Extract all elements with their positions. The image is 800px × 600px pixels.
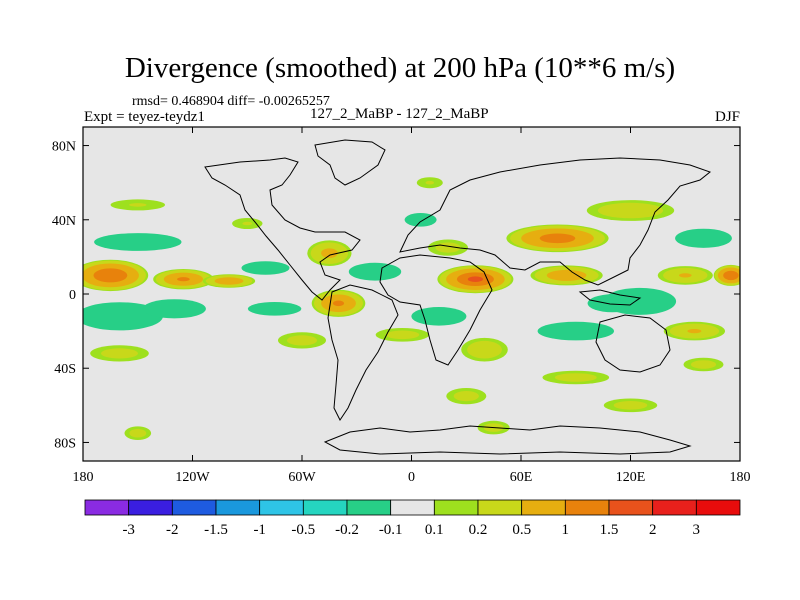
y-tick-label: 40S — [54, 362, 76, 377]
colorbar-swatch — [128, 499, 173, 516]
x-tick-label: 180 — [73, 470, 94, 485]
south-america-outline — [327, 284, 399, 421]
divergence-field — [83, 177, 740, 441]
colorbar-swatch — [302, 499, 348, 516]
colorbar-swatch — [346, 499, 392, 516]
experiment-label: Expt = teyez-teydz1 — [84, 109, 205, 125]
contour-band-14 — [348, 262, 402, 281]
contour-band-12 — [321, 248, 338, 258]
colorbar-level-label: -1 — [253, 522, 266, 538]
colorbar-level-label: -3 — [122, 522, 135, 538]
australia-outline — [595, 314, 671, 373]
contour-band-21 — [467, 340, 502, 359]
contour-band-23 — [597, 202, 664, 219]
north-america-outline — [204, 157, 361, 301]
colorbar-level-label: -2 — [166, 522, 179, 538]
colorbar: -3 -2 -1.5 -1 -0.5 -0.2 -0.1 0.1 0.2 0.5 1 1.5 2 3 — [84, 499, 741, 538]
y-axis: 80N 40N 0 40S 80S — [52, 140, 740, 451]
contour-band-8 — [101, 348, 138, 359]
x-axis: 180 120W 60W 0 60E 120E 180 — [73, 127, 751, 485]
africa-outline — [379, 254, 493, 366]
contour-band-20 — [411, 307, 467, 326]
continent-outlines — [204, 139, 712, 455]
contour-band-24 — [546, 269, 587, 281]
contour-band-11 — [242, 221, 253, 226]
contour-band-10 — [247, 302, 302, 316]
y-tick-label: 0 — [69, 288, 76, 303]
colorbar-level-label: -0.2 — [335, 522, 359, 538]
contour-band-5 — [142, 299, 206, 319]
contour-band-29 — [675, 228, 732, 248]
colorbar-swatch — [215, 499, 261, 516]
colorbar-level-label: 1 — [562, 522, 570, 538]
contour-band-2 — [214, 277, 244, 285]
indonesia-outline — [578, 289, 642, 306]
contour-band-6 — [94, 233, 182, 251]
colorbar-swatch — [695, 499, 741, 516]
contour-band-3 — [723, 270, 739, 281]
colorbar-level-label: 0.1 — [425, 522, 444, 538]
eurasia-outline — [399, 157, 712, 286]
x-tick-label: 120E — [616, 470, 646, 485]
contour-band-9 — [241, 261, 290, 275]
contour-band-33 — [613, 401, 648, 410]
colorbar-level-label: -0.5 — [291, 522, 315, 538]
contour-band-13 — [332, 300, 345, 307]
colorbar-level-label: -0.1 — [379, 522, 403, 538]
contour-band-27 — [537, 321, 614, 341]
contour-band-26 — [603, 287, 677, 315]
colorbar-swatch — [564, 499, 610, 516]
contour-band-15 — [286, 335, 318, 346]
colorbar-swatch — [433, 499, 479, 516]
greenland-outline — [314, 139, 386, 186]
colorbar-level-label: -1.5 — [204, 522, 228, 538]
contour-band-16 — [385, 330, 420, 340]
x-tick-label: 120W — [175, 470, 210, 485]
colorbar-swatch — [477, 499, 523, 516]
colorbar-level-label: 0.2 — [469, 522, 488, 538]
colorbar-swatch — [652, 499, 697, 516]
colorbar-swatch — [608, 499, 654, 516]
contour-band-17 — [467, 276, 483, 283]
contour-band-30 — [687, 329, 702, 334]
contour-band-28 — [679, 273, 692, 278]
rmsd-stats-label: rmsd= 0.468904 diff= -0.00265257 — [132, 94, 330, 109]
antarctica-outline — [323, 425, 692, 455]
x-tick-label: 180 — [730, 470, 751, 485]
chart-title: Divergence (smoothed) at 200 hPa (10**6 … — [124, 52, 676, 84]
contour-band-36 — [129, 428, 147, 438]
x-tick-label: 0 — [408, 470, 415, 485]
colorbar-swatch — [171, 499, 217, 516]
season-label: DJF — [714, 109, 740, 125]
colorbar-level-label: 1.5 — [600, 522, 619, 538]
contour-band-37 — [425, 180, 434, 185]
contour-band-22 — [539, 233, 576, 244]
colorbar-level-label: 0.5 — [512, 522, 531, 538]
y-tick-label: 40N — [52, 214, 76, 229]
contour-band-0 — [93, 268, 128, 283]
colorbar-swatch — [521, 499, 566, 516]
x-tick-label: 60E — [510, 470, 533, 485]
contour-band-31 — [690, 360, 717, 369]
colorbar-swatch — [84, 499, 130, 516]
x-tick-label: 60W — [288, 470, 316, 485]
y-tick-label: 80N — [52, 140, 76, 155]
colorbar-level-label: 3 — [693, 522, 701, 538]
colorbar-level-label: 2 — [649, 522, 657, 538]
y-tick-label: 80S — [54, 436, 76, 451]
contour-band-1 — [177, 277, 190, 282]
contour-band-32 — [554, 373, 597, 382]
contour-band-7 — [129, 203, 147, 207]
experiment-pair-label: 127_2_MaBP - 127_2_MaBP — [310, 106, 489, 122]
colorbar-swatch — [390, 499, 435, 516]
contour-band-34 — [453, 391, 479, 402]
colorbar-swatch — [259, 499, 304, 516]
